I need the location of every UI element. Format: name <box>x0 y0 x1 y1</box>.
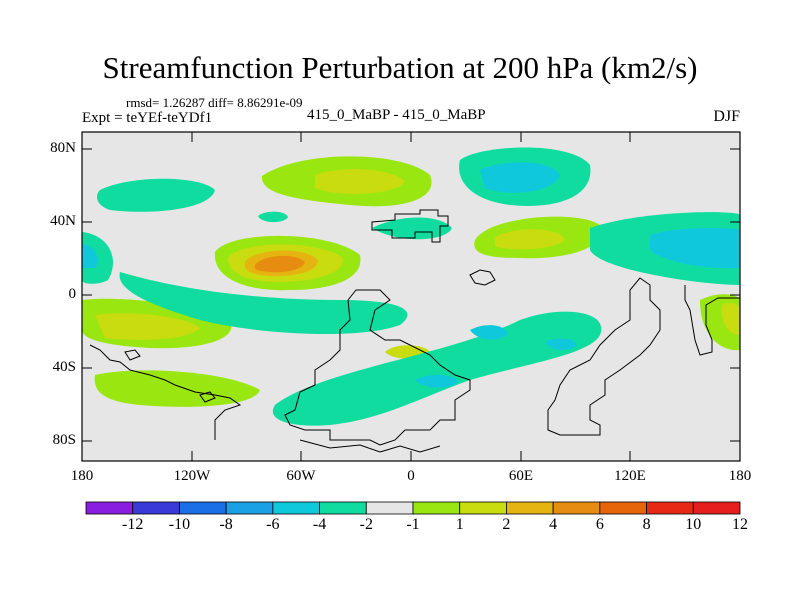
anomaly-region-positive-south <box>94 370 260 407</box>
experiment-label: Expt = teYEf-teYDf1 <box>82 110 213 126</box>
colorbar-label: 6 <box>595 516 604 533</box>
anomaly-region-negative-southern-band <box>272 311 602 426</box>
lat-label: 80S <box>52 432 76 448</box>
colorbar-swatch <box>132 501 180 515</box>
colorbar-swatch <box>365 501 414 515</box>
anomaly-region-negative-small <box>258 211 288 223</box>
colorbar-label: 2 <box>502 516 511 533</box>
coastline-east <box>547 277 661 436</box>
colorbar-swatch <box>506 501 554 515</box>
subtitle-label: 415_0_MaBP - 415_0_MaBP <box>307 107 486 123</box>
colorbar-label: -12 <box>122 516 144 533</box>
lat-label: 80N <box>50 140 76 156</box>
colorbar-swatch <box>599 501 647 515</box>
colorbar-label: -1 <box>406 516 420 533</box>
coastline-eastedge <box>684 285 740 356</box>
anomaly-region-positive-north-core <box>315 169 405 194</box>
anomaly-region-negative-southern-core-c <box>415 374 458 388</box>
anomaly-region-positive-eastedge-core <box>721 302 740 335</box>
contour-fields <box>82 147 740 426</box>
colorbar-swatch <box>85 501 134 515</box>
lon-label: 0 <box>407 468 415 484</box>
coastlines <box>89 209 740 453</box>
coastline-north <box>371 209 449 243</box>
axis-ticks <box>82 132 740 461</box>
colorbar-label: 12 <box>732 516 748 533</box>
colorbar-swatch <box>646 501 694 515</box>
colorbar-swatch <box>552 501 601 515</box>
colorbar-swatch <box>179 501 227 515</box>
lat-label: 40S <box>52 359 76 375</box>
colorbar-swatch <box>692 501 741 515</box>
coastline-island-a <box>469 269 496 286</box>
coastline-island-b <box>124 349 141 361</box>
anomaly-region-positive-asia-core <box>495 229 565 250</box>
lon-label: 60E <box>508 468 534 484</box>
chart-title: Streamfunction Perturbation at 200 hPa (… <box>102 50 698 85</box>
coastline-continent <box>284 289 471 446</box>
colorbar-label: -6 <box>266 516 280 533</box>
colorbar-label: 8 <box>642 516 651 533</box>
colorbar-label: 4 <box>549 516 558 533</box>
anomaly-region-negative-atlantic-north <box>97 178 215 212</box>
lat-label: 40N <box>50 213 76 229</box>
anomaly-region-negative-southern-core-b <box>545 338 577 350</box>
lon-label: 180 <box>70 468 94 484</box>
lon-label: 120E <box>614 468 646 484</box>
colorbar-swatch <box>225 501 274 515</box>
stats-label: rmsd= 1.26287 diff= 8.86291e-09 <box>126 95 303 110</box>
anomaly-region-negative-north-core <box>480 162 560 193</box>
lon-label: 60W <box>286 468 316 484</box>
colorbar-label: -8 <box>219 516 233 533</box>
season-label: DJF <box>713 108 740 125</box>
anomaly-region-positive-westpac-core <box>95 313 200 340</box>
colorbar-label: -4 <box>312 516 327 533</box>
anomaly-region-negative-band <box>119 272 408 335</box>
anomaly-region-negative-east-core <box>650 227 740 269</box>
colorbar-label: 10 <box>685 516 702 533</box>
anomaly-region-negative-southern-core-a <box>470 325 508 340</box>
lat-label: 0 <box>68 286 77 302</box>
lon-label: 180 <box>728 468 752 484</box>
colorbar-label: 1 <box>455 516 464 533</box>
colorbar-label: -10 <box>168 516 191 533</box>
colorbar-label: -2 <box>359 516 373 533</box>
colorbar <box>85 501 741 515</box>
colorbar-swatch <box>459 501 507 515</box>
colorbar-swatch <box>319 501 367 515</box>
lon-label: 120W <box>173 468 211 484</box>
anomaly-region-negative-westedge-core <box>82 244 98 268</box>
colorbar-swatch <box>272 501 320 515</box>
map-panel <box>81 131 741 462</box>
anomaly-region-positive-pacific-peak <box>254 255 305 273</box>
coastline-west <box>89 344 242 440</box>
colorbar-swatch <box>412 501 461 515</box>
coastline-south <box>299 439 441 453</box>
coastline-island-c <box>199 391 216 403</box>
